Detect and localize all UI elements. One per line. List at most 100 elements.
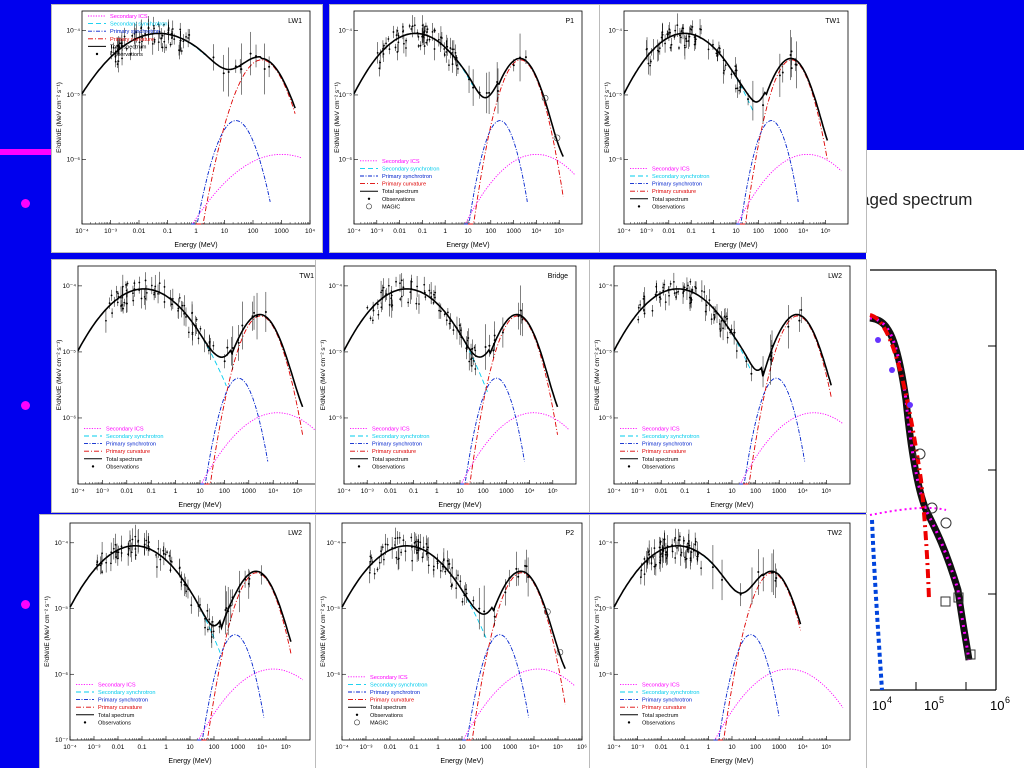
observation-point xyxy=(671,544,674,546)
legend-label: Observations xyxy=(642,464,675,470)
observation-point xyxy=(366,306,369,309)
primary-curvature-curve xyxy=(739,59,828,225)
observation-point xyxy=(395,280,397,283)
observation-point xyxy=(665,551,667,554)
observation-point xyxy=(251,315,254,318)
observation-point xyxy=(159,558,162,561)
observation-point xyxy=(432,301,435,304)
observation-point xyxy=(369,317,372,320)
legend-label: Primary synchrotron xyxy=(382,174,432,180)
observation-point xyxy=(722,327,724,330)
total-spectrum-curve xyxy=(613,288,832,386)
observation-point xyxy=(662,289,665,292)
observation-point xyxy=(687,284,689,287)
observation-point xyxy=(199,603,201,606)
observation-point xyxy=(470,348,472,351)
observation-point xyxy=(450,585,453,588)
spectrum-chart: 10⁻⁴ 10⁻³ 0.01 0.1 1 10 100 1000 10⁴ 10⁵ 10⁻⁴ 10⁻⁵ 1… xyxy=(56,265,323,509)
observation-point xyxy=(204,617,206,620)
magic-point xyxy=(541,94,549,102)
observation-point xyxy=(143,545,146,548)
total-spectrum-curve xyxy=(69,545,292,642)
observation-point xyxy=(726,336,729,339)
primary-curvature-curve xyxy=(468,59,564,225)
observation-point xyxy=(127,547,130,550)
observation-point xyxy=(736,87,739,90)
x-tick-label: 10 xyxy=(196,488,204,495)
observation-point xyxy=(795,63,798,66)
observation-point xyxy=(465,592,468,595)
observation-point xyxy=(439,310,442,313)
observation-point xyxy=(734,65,737,68)
observation-point xyxy=(428,289,431,292)
legend-label: Secondary ICS xyxy=(106,426,144,432)
observation-point xyxy=(417,45,420,47)
chart-panel-lw2: 10⁻⁴ 10⁻³ 0.01 0.1 1 10 100 1000 10⁴ 10⁵ 10⁻⁴ 10⁻⁵ 1… xyxy=(590,260,866,512)
observation-point xyxy=(431,30,434,33)
observation-point xyxy=(446,559,449,562)
observation-point xyxy=(676,24,679,27)
chart-panel-tw1-b: 10⁻⁴ 10⁻³ 0.01 0.1 1 10 100 1000 10⁴ 10⁵ 10⁻⁴ 10⁻⁵ 1… xyxy=(52,260,342,512)
observation-point xyxy=(182,40,185,43)
observation-point xyxy=(185,316,187,318)
legend-label: Primary curvature xyxy=(370,698,414,704)
observation-point xyxy=(114,50,117,53)
observation-point xyxy=(457,67,459,70)
observation-point xyxy=(452,329,455,331)
observation-point xyxy=(457,574,459,577)
legend-swatch xyxy=(367,197,371,200)
x-tick-label: 10⁴ xyxy=(798,488,808,495)
observation-point xyxy=(238,590,241,593)
observation-point xyxy=(696,555,699,558)
observation-point xyxy=(415,302,418,305)
observation-point xyxy=(380,550,382,553)
observation-point xyxy=(150,284,153,287)
observation-point xyxy=(158,282,161,285)
observation-point xyxy=(370,557,373,559)
spectrum-chart: 10⁻⁴ 10⁻³ 0.01 0.1 1 10 100 1000 10⁴ 10⁵ 10⁶ 10⁻⁴ 10… xyxy=(320,522,587,765)
observation-point xyxy=(195,327,198,330)
observation-point xyxy=(430,296,433,298)
x-tick-label: 10 xyxy=(728,744,736,751)
x-tick-label: 1 xyxy=(194,228,198,235)
observation-point xyxy=(521,318,524,321)
observation-point xyxy=(395,34,398,36)
observation-point xyxy=(151,42,154,45)
observation-point xyxy=(157,41,160,44)
observation-point xyxy=(659,553,662,556)
observation-point xyxy=(681,27,684,30)
chart-panel-p1: 10⁻⁴ 10⁻³ 0.01 0.1 1 10 100 1000 10⁴ 10⁵ 10⁻⁴ 10⁻⁵ 1… xyxy=(330,5,600,252)
x-axis-label: Energy (MeV) xyxy=(710,758,753,765)
observation-point xyxy=(411,546,413,549)
observation-point xyxy=(674,557,677,559)
observation-point xyxy=(123,301,126,304)
observation-point xyxy=(715,52,718,55)
x-tick-label: 10⁻³ xyxy=(631,744,645,751)
observation-point xyxy=(163,286,166,288)
observation-point xyxy=(157,292,159,295)
legend-label: Total spectrum xyxy=(370,705,407,711)
legend-label: Secondary synchrotron xyxy=(642,690,700,696)
observation-point xyxy=(140,46,143,48)
observation-point xyxy=(772,571,775,574)
observation-point xyxy=(646,559,649,562)
x-tick-label: 10⁵ xyxy=(281,744,291,751)
observation-point xyxy=(647,62,650,65)
observation-point xyxy=(665,557,668,560)
observation-point xyxy=(442,559,445,562)
observation-point xyxy=(394,544,396,546)
observation-point xyxy=(264,310,267,313)
x-tick-label: 1 xyxy=(436,744,440,751)
observation-point xyxy=(405,39,408,42)
observation-point xyxy=(456,60,459,63)
x-axis-label: Energy (MeV) xyxy=(440,758,483,765)
x-axis-label: Energy (MeV) xyxy=(714,242,757,249)
observation-point xyxy=(730,73,733,76)
observation-point xyxy=(138,281,141,284)
observation-point xyxy=(183,304,186,307)
observation-point xyxy=(466,339,469,342)
observation-point xyxy=(437,38,440,41)
observation-point xyxy=(402,42,405,45)
observation-point xyxy=(658,296,661,299)
observation-point xyxy=(263,67,266,70)
